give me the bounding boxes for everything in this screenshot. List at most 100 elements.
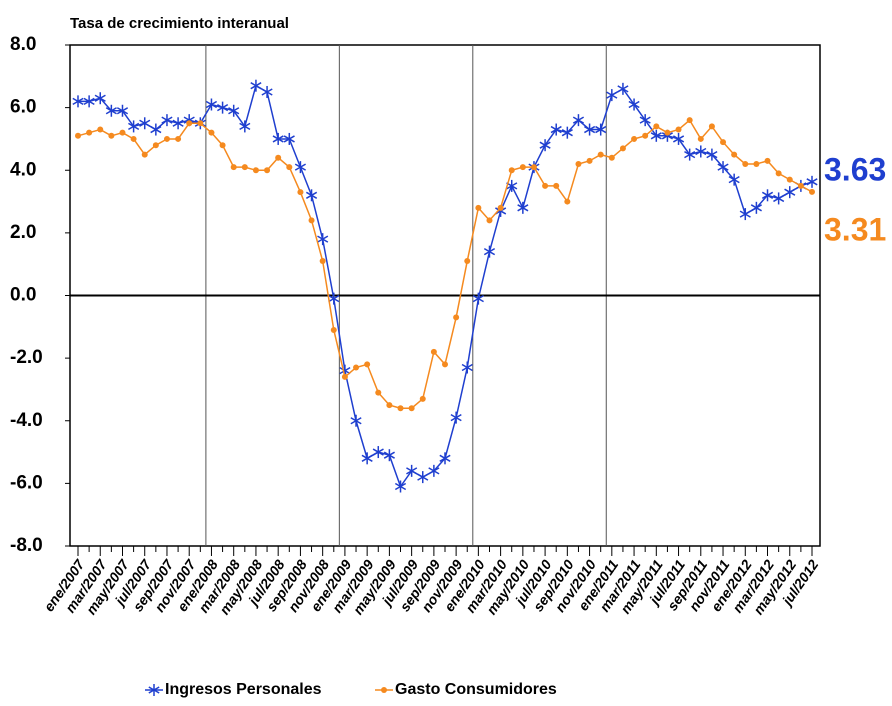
marker-stroke [105,107,117,115]
data-marker [553,182,560,189]
data-marker [595,123,607,136]
data-marker [606,89,618,102]
data-marker [261,85,273,98]
data-marker [272,132,284,145]
data-marker [517,201,529,214]
data-marker [372,446,384,459]
marker-stroke [495,207,507,215]
data-marker [286,164,293,171]
data-marker [297,189,304,196]
marker-stroke [150,125,162,134]
data-marker [639,114,651,127]
data-marker [742,160,749,167]
data-marker [75,132,81,139]
data-marker [219,142,226,149]
data-marker [241,164,248,171]
data-marker [684,148,696,161]
data-marker [564,198,571,205]
marker-stroke [617,85,629,93]
marker-stroke [261,88,273,96]
data-marker [586,157,593,164]
data-marker [728,173,740,186]
data-marker [341,373,348,380]
data-marker [205,98,218,111]
marker-stroke [784,188,796,196]
data-marker [141,151,148,158]
y-tick-label: -2.0 [10,347,43,368]
data-marker [486,217,493,224]
data-marker [386,402,393,409]
legend-label: Ingresos Personales [165,681,322,698]
data-marker [631,135,638,142]
marker-stroke [539,141,551,149]
data-marker [430,348,437,355]
data-marker [419,395,426,402]
y-tick-label: -8.0 [10,535,43,556]
marker-stroke [761,191,774,199]
data-marker [472,292,484,305]
data-marker [208,129,215,136]
marker-stroke [750,204,762,212]
y-tick-label: -4.0 [10,410,43,431]
data-marker [161,114,173,127]
data-marker [397,405,404,412]
marker-stroke [506,182,518,190]
data-marker [461,361,473,374]
marker-stroke [439,454,451,462]
data-marker [139,117,151,130]
data-marker [119,129,126,136]
marker-stroke [372,448,384,456]
data-marker [450,411,462,424]
marker-stroke [394,482,407,491]
data-marker [394,480,407,493]
marker-stroke [450,413,462,422]
data-marker [797,182,804,189]
data-marker [697,135,704,142]
data-marker [561,126,573,139]
marker-stroke [116,107,129,115]
y-tick-label: 8.0 [10,34,36,55]
end-value-label: 3.63 [824,151,886,187]
data-marker [275,154,282,161]
marker-stroke [250,82,262,90]
data-marker [228,104,240,117]
marker-stroke [217,103,229,112]
data-marker [105,104,117,117]
marker-stroke [739,210,751,218]
data-marker [483,245,496,258]
data-marker [264,167,271,174]
data-marker [186,120,193,127]
data-marker [530,164,537,171]
data-marker [695,145,707,158]
marker-stroke [94,94,106,102]
marker-stroke [294,163,306,171]
marker-stroke [684,150,696,159]
data-marker [83,95,95,108]
marker-stroke [228,107,240,115]
marker-stroke [595,125,607,134]
marker-stroke [695,147,707,156]
data-marker [217,101,229,114]
marker-stroke [239,122,251,131]
legend-marker [381,687,387,693]
data-marker [664,129,671,136]
data-marker [642,132,649,139]
data-marker [408,405,415,412]
legend-label: Gasto Consumidores [395,681,557,698]
marker-stroke [406,467,418,475]
marker-stroke [572,116,585,124]
marker-stroke [72,97,84,106]
series-line [78,84,813,489]
data-marker [806,175,818,188]
data-marker [364,361,371,368]
data-marker [250,79,262,92]
data-marker [708,123,715,130]
marker-stroke [650,132,662,140]
marker-stroke [728,175,740,184]
data-marker [417,471,429,484]
data-marker [653,123,660,130]
data-marker [197,120,204,127]
data-marker [720,139,727,146]
chart-title: Tasa de crecimiento interanual [70,15,289,32]
y-tick-label: 2.0 [10,222,36,243]
